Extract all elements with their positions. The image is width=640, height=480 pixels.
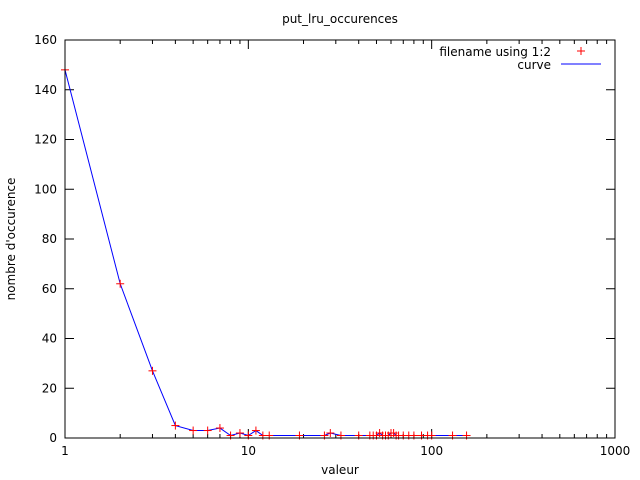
- series-curve-line: [64, 69, 467, 437]
- plot-frame: [64, 39, 616, 439]
- y-tick-label: 0: [49, 431, 57, 445]
- y-tick-label: 80: [42, 232, 57, 246]
- data-point: [203, 426, 212, 435]
- y-axis-label: nombre d'occurence: [4, 178, 18, 301]
- x-tick-label: 10: [241, 444, 256, 458]
- y-tick-label: 160: [34, 33, 57, 47]
- y-tick-label: 20: [42, 381, 57, 395]
- data-point: [251, 426, 260, 435]
- legend-label-points: filename using 1:2: [439, 45, 551, 59]
- data-point: [215, 424, 224, 433]
- data-point: [148, 366, 157, 375]
- y-tick-label: 100: [34, 182, 57, 196]
- x-tick-label: 1: [61, 444, 69, 458]
- legend-marker-points: [577, 47, 585, 55]
- y-tick-label: 60: [42, 282, 57, 296]
- data-point: [235, 429, 244, 438]
- y-tick-label: 40: [42, 332, 57, 346]
- legend: filename using 1:2 curve: [439, 45, 601, 72]
- axis-ticks: [64, 39, 616, 439]
- y-tick-label: 120: [34, 133, 57, 147]
- data-point: [116, 279, 125, 288]
- x-tick-label: 100: [420, 444, 443, 458]
- y-tick-label: 140: [34, 83, 57, 97]
- x-tick-label: 1000: [600, 444, 631, 458]
- series-layer: [61, 65, 471, 440]
- legend-label-curve: curve: [517, 58, 551, 72]
- legend-plus-icon: [577, 47, 585, 55]
- tick-labels: 0 20 40 60 80 100 120 140 160 1 10 100 1000: [34, 33, 630, 458]
- data-point: [326, 429, 335, 438]
- data-point: [189, 426, 198, 435]
- chart-title: put_lru_occurences: [282, 12, 398, 26]
- x-axis-label: valeur: [321, 463, 359, 477]
- data-point: [171, 421, 180, 430]
